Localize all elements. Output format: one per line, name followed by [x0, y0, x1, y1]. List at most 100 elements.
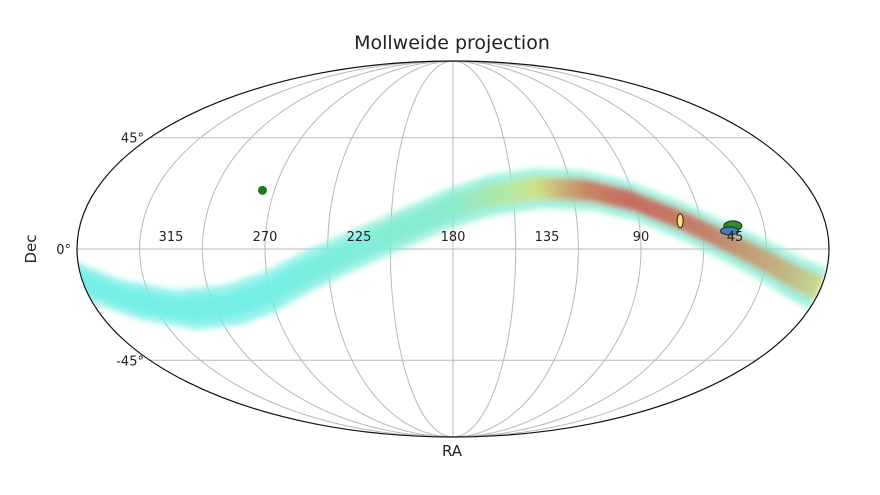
band-cell-core	[781, 260, 792, 284]
band-cell-core	[395, 218, 402, 242]
band-cell-core	[511, 180, 519, 203]
band-cell-core	[432, 203, 438, 227]
band-cell-core	[364, 232, 370, 256]
marker-point-270	[257, 185, 267, 195]
band-cell-core	[579, 178, 590, 202]
band-cell-core	[248, 285, 260, 309]
band-cell-core	[229, 292, 243, 315]
ra-gridline-270	[264, 61, 454, 437]
ra-tick-label-135: 135	[535, 230, 560, 245]
band-cell-core	[80, 273, 94, 296]
band-cell-core	[706, 222, 715, 246]
band-cell-core	[312, 256, 319, 280]
band-cell-core	[589, 180, 600, 203]
band-cell-core	[516, 179, 524, 203]
band-cell-core	[322, 251, 329, 275]
band-cell-core	[286, 268, 296, 292]
ra-gridline-150	[452, 61, 517, 437]
band-cell-core	[643, 195, 654, 219]
markers	[257, 185, 743, 236]
band-cell-core	[224, 293, 239, 317]
band-cells	[77, 168, 828, 330]
band-cell-core	[442, 198, 448, 222]
marker-ellipse-blue	[720, 226, 740, 236]
band-cell-core	[354, 237, 360, 261]
ra-tick-label-270: 270	[253, 230, 278, 245]
band-cell-core	[559, 178, 569, 201]
band-cell-core	[637, 193, 649, 217]
band-cell-core	[281, 270, 291, 294]
grid-lines	[77, 61, 829, 437]
band-cell-core	[327, 249, 334, 273]
chart-title: Mollweide projection	[354, 32, 550, 54]
band-cell-core	[666, 204, 677, 228]
band-cell-core	[453, 195, 459, 218]
band-cell-core	[530, 177, 539, 200]
ra-gridline-90	[452, 61, 642, 437]
probability-band	[77, 168, 828, 330]
band-cell-core	[385, 223, 391, 247]
band-cell-core	[91, 277, 107, 301]
band-cell-core	[165, 296, 182, 320]
band-cell-core	[610, 185, 622, 208]
band-cell-core	[115, 286, 132, 310]
band-cell-core	[539, 177, 549, 200]
band-cell-core	[234, 290, 247, 314]
band-cell-core	[467, 190, 474, 214]
band-cell-core	[121, 288, 138, 312]
band-cell-core	[109, 284, 126, 307]
band-cell-core	[243, 287, 256, 311]
band-cell-core	[238, 289, 252, 312]
band-cell-core	[205, 295, 220, 319]
band-cell-core	[544, 177, 554, 200]
band-cell-core	[296, 263, 305, 287]
band-cell-core	[253, 284, 265, 307]
ra-gridline-330	[139, 61, 454, 437]
band-cell-core	[272, 276, 282, 299]
ra-tick-label-45: 45	[727, 230, 744, 245]
band-cell-core	[694, 216, 704, 240]
band-cell-core	[649, 197, 660, 221]
band-cell-core	[689, 214, 698, 238]
band-cell-core	[359, 235, 365, 259]
band-cell-core	[257, 282, 269, 306]
band-cell-core	[437, 201, 443, 224]
band-cell-core	[406, 214, 412, 238]
band-cell-core	[631, 191, 643, 214]
band-cell-core	[520, 178, 529, 202]
band-cell-core	[785, 263, 797, 287]
band-cell-core	[180, 298, 198, 321]
band-cell-core	[267, 278, 278, 302]
band-cell-core	[369, 230, 375, 254]
band-cell-core	[374, 228, 381, 252]
band-cell-core	[564, 178, 575, 201]
band-cell-core	[772, 255, 782, 279]
band-cell-core	[148, 293, 166, 317]
ra-tick-label-225: 225	[347, 230, 372, 245]
band-cell-core	[85, 275, 101, 299]
band-cell-core	[132, 290, 149, 314]
projection-outline	[76, 60, 830, 438]
band-cell-core	[262, 281, 274, 304]
band-cell-core	[477, 187, 484, 210]
band-cell-core	[615, 186, 627, 210]
band-cell-core	[427, 205, 433, 229]
band-cell-core	[307, 258, 315, 282]
band-cell-core	[734, 234, 740, 258]
band-cell-core	[583, 179, 595, 202]
ra-gridline-120	[452, 61, 579, 437]
band-cell-core	[338, 244, 344, 268]
band-cell-core	[569, 178, 580, 201]
band-cell-core	[789, 265, 802, 289]
band-cell-core	[190, 297, 207, 320]
band-cell-core	[185, 297, 202, 321]
band-cell-core	[291, 265, 300, 289]
band-cell-core	[620, 187, 632, 211]
band-cell-core	[525, 178, 534, 201]
band-cell-core	[535, 176, 544, 200]
band-cell-core	[411, 212, 418, 236]
band-cell-core	[416, 209, 423, 233]
band-cell-core	[103, 282, 119, 305]
band-cell-core	[554, 177, 564, 201]
